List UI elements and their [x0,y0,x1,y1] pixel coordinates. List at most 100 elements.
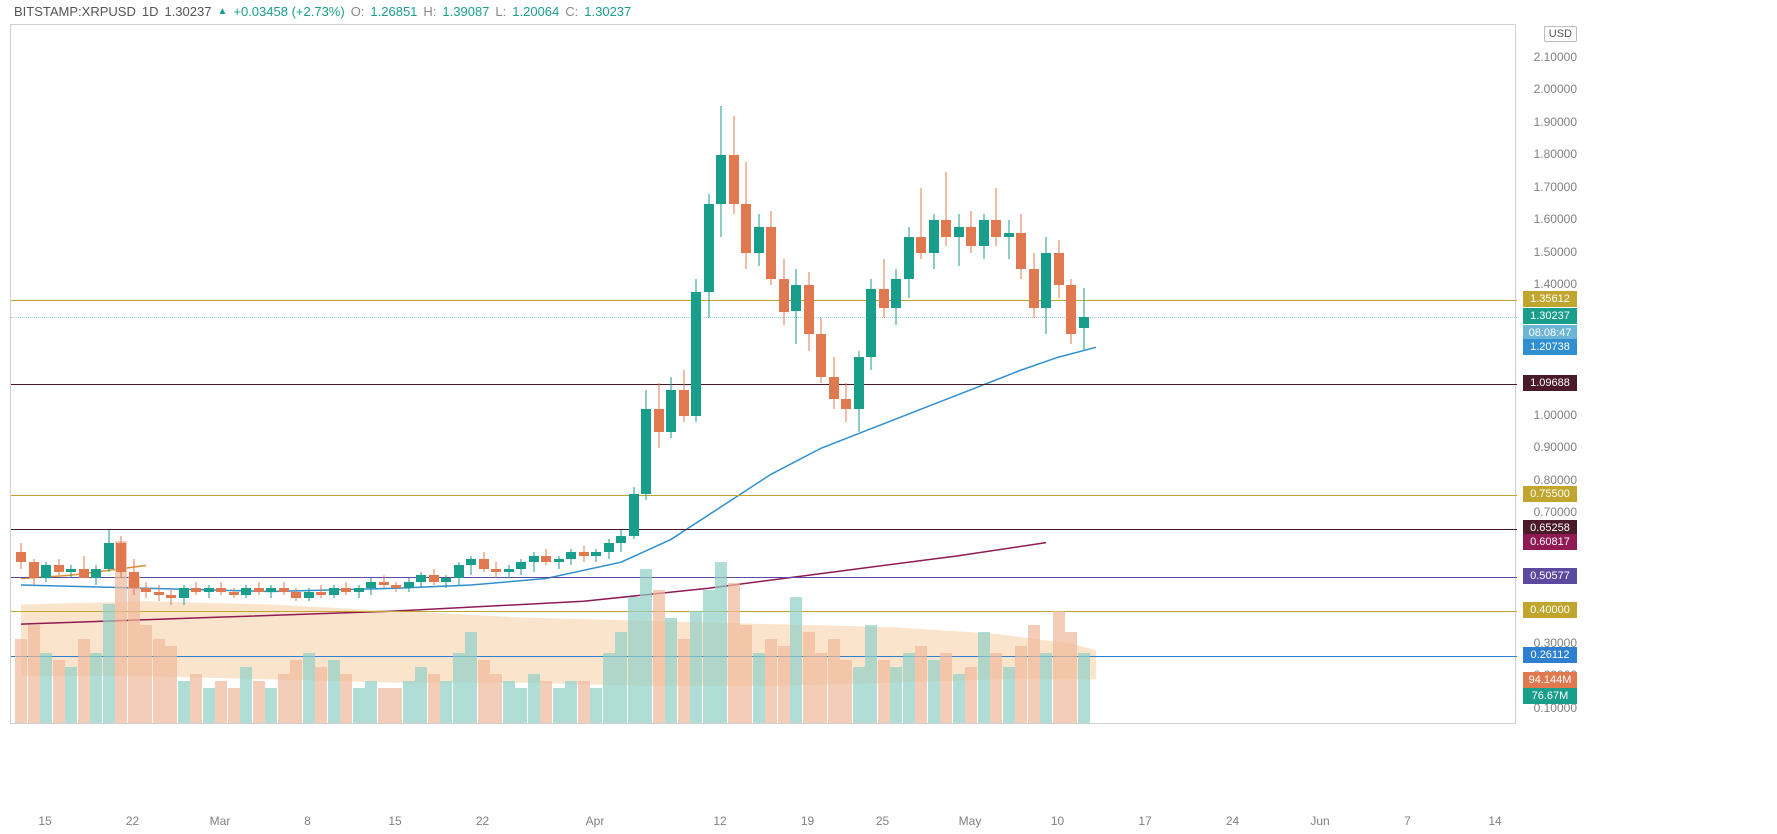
candle[interactable] [528,25,540,725]
candle[interactable] [28,25,40,725]
y-axis-label: 1.40000 [1519,277,1577,291]
candle[interactable] [790,25,802,725]
candle[interactable] [803,25,815,725]
candle[interactable] [65,25,77,725]
candle[interactable] [165,25,177,725]
candle[interactable] [665,25,677,725]
candle[interactable] [90,25,102,725]
candle[interactable] [628,25,640,725]
candle[interactable] [103,25,115,725]
candle[interactable] [515,25,527,725]
x-axis-label: 17 [1138,814,1151,828]
candle[interactable] [578,25,590,725]
candle[interactable] [1015,25,1027,725]
candle[interactable] [640,25,652,725]
candle[interactable] [265,25,277,725]
candle[interactable] [903,25,915,725]
y-axis-price-tag: 1.30237 [1523,308,1577,324]
candle[interactable] [228,25,240,725]
candle[interactable] [840,25,852,725]
candle[interactable] [303,25,315,725]
candle[interactable] [928,25,940,725]
candle[interactable] [290,25,302,725]
price-chart[interactable] [10,24,1516,724]
candle[interactable] [415,25,427,725]
candle[interactable] [190,25,202,725]
candle[interactable] [128,25,140,725]
candle[interactable] [728,25,740,725]
candle[interactable] [1053,25,1065,725]
candle[interactable] [453,25,465,725]
candle[interactable] [153,25,165,725]
candle[interactable] [390,25,402,725]
candle[interactable] [753,25,765,725]
candle[interactable] [703,25,715,725]
candle[interactable] [1040,25,1052,725]
candle[interactable] [890,25,902,725]
candle[interactable] [1065,25,1077,725]
candle[interactable] [78,25,90,725]
candle[interactable] [865,25,877,725]
candle[interactable] [815,25,827,725]
candle[interactable] [490,25,502,725]
candle[interactable] [15,25,27,725]
candle[interactable] [965,25,977,725]
candle[interactable] [565,25,577,725]
candle[interactable] [340,25,352,725]
candle[interactable] [653,25,665,725]
y-axis-label: 0.70000 [1519,505,1577,519]
candle[interactable] [1003,25,1015,725]
candle[interactable] [503,25,515,725]
candle[interactable] [940,25,952,725]
candle[interactable] [378,25,390,725]
candle[interactable] [553,25,565,725]
candle[interactable] [1078,25,1090,725]
candle[interactable] [253,25,265,725]
o-label: O: [351,4,365,19]
candle[interactable] [678,25,690,725]
candle[interactable] [828,25,840,725]
candle[interactable] [178,25,190,725]
y-axis-price-tag: 0.60817 [1523,534,1577,550]
candle[interactable] [440,25,452,725]
candle[interactable] [203,25,215,725]
y-axis-label: 2.10000 [1519,50,1577,64]
candle[interactable] [353,25,365,725]
candle[interactable] [428,25,440,725]
candle[interactable] [115,25,127,725]
interval-label[interactable]: 1D [142,4,159,19]
candle[interactable] [40,25,52,725]
candle[interactable] [990,25,1002,725]
candle[interactable] [53,25,65,725]
candle[interactable] [240,25,252,725]
candle[interactable] [278,25,290,725]
symbol-label[interactable]: BITSTAMP:XRPUSD [14,4,136,19]
candle[interactable] [778,25,790,725]
candle[interactable] [878,25,890,725]
candle[interactable] [590,25,602,725]
candle[interactable] [603,25,615,725]
x-axis: 1522Mar81522Apr121925May101724Jun714 [10,810,1516,834]
candle[interactable] [215,25,227,725]
candle[interactable] [1028,25,1040,725]
candle[interactable] [953,25,965,725]
candle[interactable] [140,25,152,725]
candle[interactable] [540,25,552,725]
candle[interactable] [915,25,927,725]
candle[interactable] [315,25,327,725]
candle[interactable] [740,25,752,725]
candle[interactable] [465,25,477,725]
candle[interactable] [715,25,727,725]
candle[interactable] [403,25,415,725]
low-val: 1.20064 [512,4,559,19]
candle[interactable] [328,25,340,725]
y-axis-price-tag: 94.144M [1523,672,1577,688]
candle[interactable] [478,25,490,725]
candle[interactable] [853,25,865,725]
candle[interactable] [615,25,627,725]
candle[interactable] [365,25,377,725]
candle[interactable] [765,25,777,725]
x-axis-label: 19 [801,814,814,828]
candle[interactable] [690,25,702,725]
candle[interactable] [978,25,990,725]
